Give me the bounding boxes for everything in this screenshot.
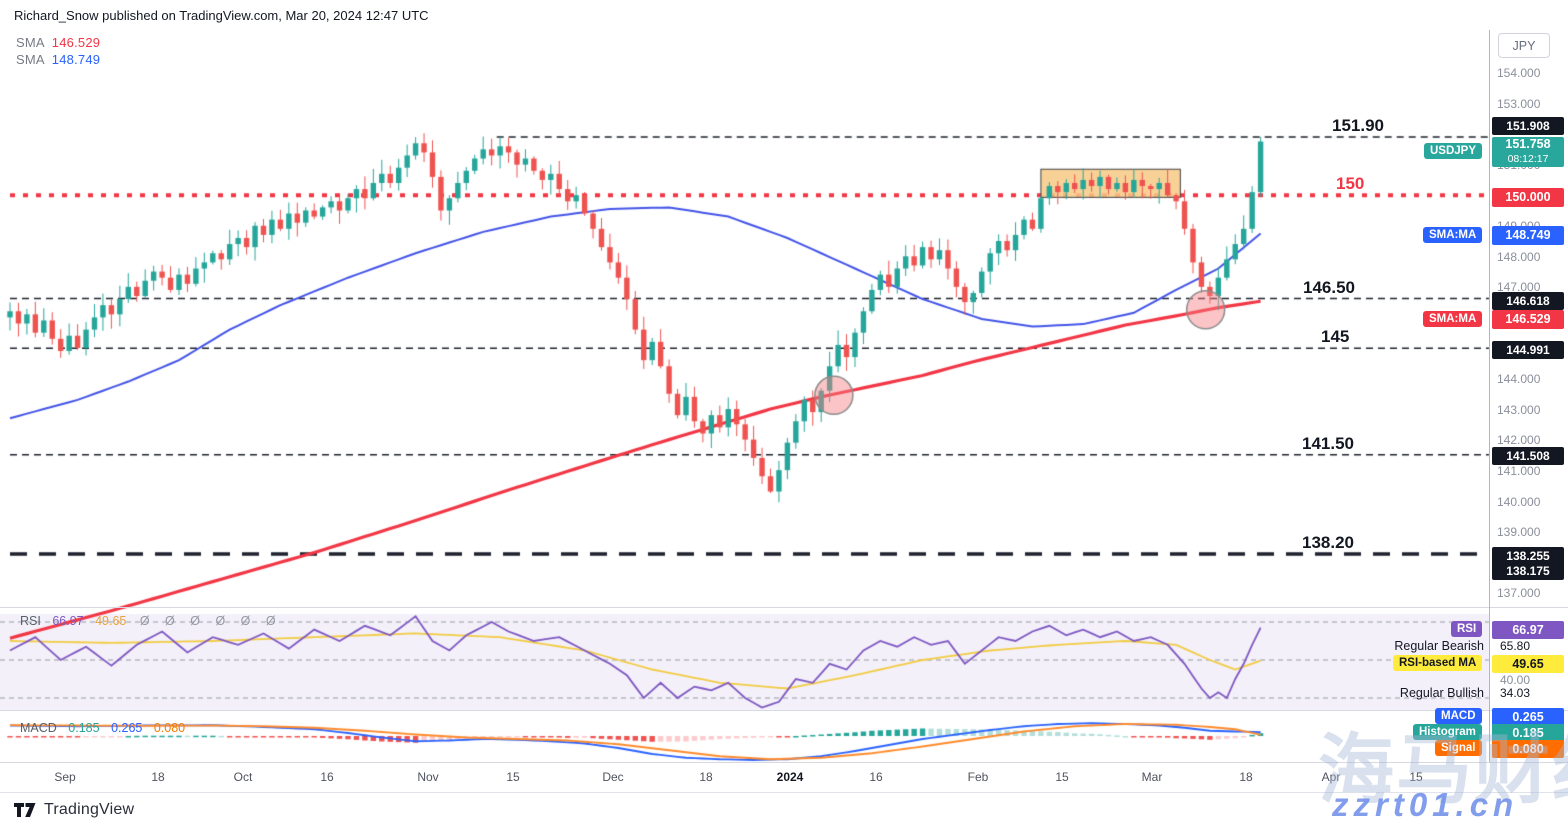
footer-border <box>0 792 1568 793</box>
price-axis-label: 137.000 <box>1497 586 1541 600</box>
time-axis-tick-2024: 2024 <box>776 770 804 784</box>
indicator-axis-tag: MACD <box>1435 708 1482 724</box>
time-axis-tick-feb: Feb <box>967 770 989 784</box>
time-axis-tick-15: 15 <box>1055 770 1069 784</box>
price-level-label: 141.50 <box>1302 433 1354 453</box>
time-axis-tick-dec: Dec <box>602 770 624 784</box>
price-axis-tag-smama: SMA:MA <box>1423 226 1483 243</box>
indicator-axis-value: 0.265 <box>1492 708 1564 726</box>
legend-sma-fast[interactable]: SMA 146.529 <box>16 35 100 50</box>
time-axis-tick-oct: Oct <box>233 770 253 784</box>
price-axis-label: 139.000 <box>1497 525 1541 539</box>
price-level-label: 146.50 <box>1303 277 1355 297</box>
tradingview-logo[interactable]: TradingView <box>14 801 134 819</box>
indicator-axis-tag: Signal <box>1435 740 1482 756</box>
macd-signal-value: 0.080 <box>153 721 186 735</box>
price-axis-label: 154.000 <box>1497 66 1541 80</box>
macd-line-value: 0.265 <box>111 721 143 735</box>
indicator-axis-level: 65.80 <box>1500 639 1531 653</box>
macd-label: MACD <box>20 721 57 735</box>
price-axis-marker-label: 138.255 <box>1492 547 1564 565</box>
price-axis-value-box: 146.529 <box>1492 310 1564 329</box>
rsi-label: RSI <box>20 614 41 628</box>
rsi-value: 66.97 <box>52 614 84 628</box>
rsi-ma-value: 49.65 <box>95 614 127 628</box>
price-axis-marker-label: 146.618 <box>1492 292 1564 310</box>
time-axis-tick-sep: Sep <box>54 770 76 784</box>
time-axis-tick-16: 16 <box>320 770 334 784</box>
price-axis-value-box: 151.758 08:12:17 <box>1492 137 1564 167</box>
currency-unit-button[interactable]: JPY <box>1498 33 1550 58</box>
rsi-pane-header[interactable]: RSI 66.97 49.65 Ø Ø Ø Ø Ø Ø <box>20 614 282 628</box>
indicator-axis-value: 0.185 <box>1492 724 1564 742</box>
published-byline: Richard_Snow published on TradingView.co… <box>14 8 429 23</box>
divergence-label: Regular Bullish <box>1399 686 1484 700</box>
price-axis-label: 142.000 <box>1497 433 1541 447</box>
tradingview-logo-icon <box>14 802 36 817</box>
price-axis-marker-label: 138.175 <box>1492 562 1564 580</box>
time-axis-tick-mar: Mar <box>1141 770 1163 784</box>
divergence-label: Regular Bearish <box>1394 639 1484 653</box>
price-axis-value-box: 148.749 <box>1492 226 1564 245</box>
price-axis-marker-label: 141.508 <box>1492 447 1564 465</box>
time-axis-border <box>0 762 1568 763</box>
indicator-axis-value: 66.97 <box>1492 621 1564 639</box>
price-axis-marker-label: 151.908 <box>1492 117 1564 135</box>
watermark-url: zzrt01.cn <box>1332 786 1519 823</box>
indicator-axis-tag: RSI <box>1451 621 1483 637</box>
time-axis-tick-15: 15 <box>1409 770 1423 784</box>
price-axis-line[interactable] <box>1489 30 1490 762</box>
price-axis-marker-label: 144.991 <box>1492 341 1564 359</box>
legend-sma-slow[interactable]: SMA 148.749 <box>16 52 100 67</box>
price-axis-tag-usdjpy: USDJPY <box>1424 143 1483 159</box>
time-axis-tick-15: 15 <box>506 770 520 784</box>
price-axis-label: 141.000 <box>1497 464 1541 478</box>
price-axis-label: 147.000 <box>1497 280 1541 294</box>
price-axis-label: 144.000 <box>1497 372 1541 386</box>
price-axis-value-box: 150.000 <box>1492 188 1564 207</box>
price-axis-label: 143.000 <box>1497 403 1541 417</box>
price-level-label: 138.20 <box>1302 533 1354 552</box>
indicator-axis-level: 40.00 <box>1500 673 1531 687</box>
indicator-axis-tag: RSI-based MA <box>1393 655 1483 671</box>
price-axis-label: 153.000 <box>1497 97 1541 111</box>
macd-hist-value: 0.185 <box>68 721 100 735</box>
rsi-empty-inputs: Ø Ø Ø Ø Ø Ø <box>139 614 282 628</box>
macd-pane-header[interactable]: MACD 0.185 0.265 0.080 <box>20 721 185 735</box>
price-axis-tag-smama: SMA:MA <box>1423 310 1483 327</box>
price-level-label: 151.90 <box>1332 115 1384 135</box>
legend-sma-slow-value: 148.749 <box>51 52 101 67</box>
legend-sma-fast-label: SMA <box>16 35 45 50</box>
time-axis-tick-apr: Apr <box>1321 770 1341 784</box>
price-axis-label: 148.000 <box>1497 250 1541 264</box>
time-axis-tick-18: 18 <box>1239 770 1253 784</box>
legend-sma-slow-label: SMA <box>16 52 45 67</box>
indicator-axis-tag: Histogram <box>1413 724 1482 740</box>
time-axis-tick-16: 16 <box>869 770 883 784</box>
price-level-label: 150 <box>1336 174 1365 194</box>
time-axis-tick-nov: Nov <box>417 770 439 784</box>
price-level-label: 145 <box>1321 327 1350 347</box>
indicator-axis-level: 34.03 <box>1500 686 1531 700</box>
indicator-axis-value: 0.080 <box>1492 740 1564 758</box>
time-axis-tick-18: 18 <box>699 770 713 784</box>
pane-separator-rsi[interactable] <box>0 607 1568 608</box>
price-axis-label: 140.000 <box>1497 495 1541 509</box>
indicator-axis-value: 49.65 <box>1492 655 1564 673</box>
legend-sma-fast-value: 146.529 <box>51 35 101 50</box>
watermark-cjk: 海马财经 <box>1318 728 1568 813</box>
time-axis-tick-18: 18 <box>151 770 165 784</box>
pane-separator-macd[interactable] <box>0 710 1568 711</box>
tradingview-logo-text: TradingView <box>44 801 135 818</box>
